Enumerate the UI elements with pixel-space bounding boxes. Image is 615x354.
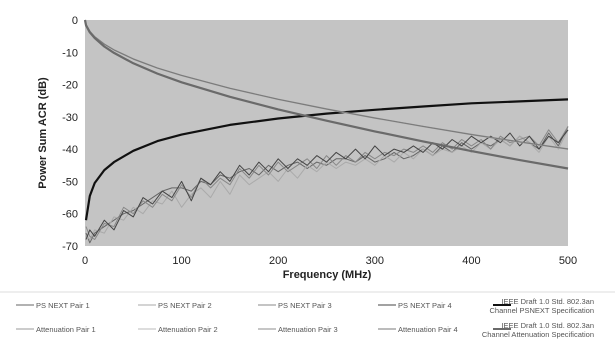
legend-label: PS NEXT Pair 3 xyxy=(278,301,332,310)
y-tick-label: -60 xyxy=(62,209,78,221)
series-line-1 xyxy=(85,129,569,240)
legend: PS NEXT Pair 1 PS NEXT Pair 2 PS NEXT Pair… xyxy=(16,297,594,339)
legend-label: Attenuation Pair 4 xyxy=(398,325,458,334)
legend-label: Attenuation Pair 3 xyxy=(278,325,338,334)
x-axis-ticks: 0 100 200 300 400 500 xyxy=(82,255,577,267)
x-tick-label: 500 xyxy=(559,255,577,267)
x-tick-label: 100 xyxy=(172,255,190,267)
y-axis-ticks: 0 -10 -20 -30 -40 -50 -60 -70 xyxy=(62,15,78,253)
legend-label: Attenuation Pair 1 xyxy=(36,325,96,334)
legend-label-line2: Channel Attenuation Specification xyxy=(482,330,594,339)
y-tick-label: -30 xyxy=(62,112,78,124)
legend-label: PS NEXT Pair 4 xyxy=(398,301,452,310)
series-line-9 xyxy=(83,19,569,170)
x-tick-label: 0 xyxy=(82,255,88,267)
x-tick-label: 400 xyxy=(462,255,480,267)
series-layer xyxy=(83,19,569,244)
plot-background xyxy=(85,20,568,246)
y-axis-title: Power Sum ACR (dB) xyxy=(37,77,49,189)
y-tick-label: 0 xyxy=(72,15,78,27)
legend-label: PS NEXT Pair 2 xyxy=(158,301,212,310)
y-tick-label: -40 xyxy=(62,144,78,156)
y-tick-label: -70 xyxy=(62,241,78,253)
y-tick-label: -20 xyxy=(62,80,78,92)
x-tick-label: 300 xyxy=(366,255,384,267)
series-line-2 xyxy=(85,126,569,240)
x-tick-label: 200 xyxy=(269,255,287,267)
series-line-3 xyxy=(85,129,569,240)
legend-label: IEEE Draft 1.0 Std. 802.3an xyxy=(501,297,594,306)
legend-label: PS NEXT Pair 1 xyxy=(36,301,90,310)
y-tick-label: -50 xyxy=(62,176,78,188)
x-axis-title: Frequency (MHz) xyxy=(283,269,372,281)
legend-label: Attenuation Pair 2 xyxy=(158,325,218,334)
legend-label-line2: Channel PSNEXT Specification xyxy=(489,306,594,315)
legend-label: IEEE Draft 1.0 Std. 802.3an xyxy=(501,321,594,330)
y-tick-label: -10 xyxy=(62,47,78,59)
series-line-4 xyxy=(84,98,569,221)
